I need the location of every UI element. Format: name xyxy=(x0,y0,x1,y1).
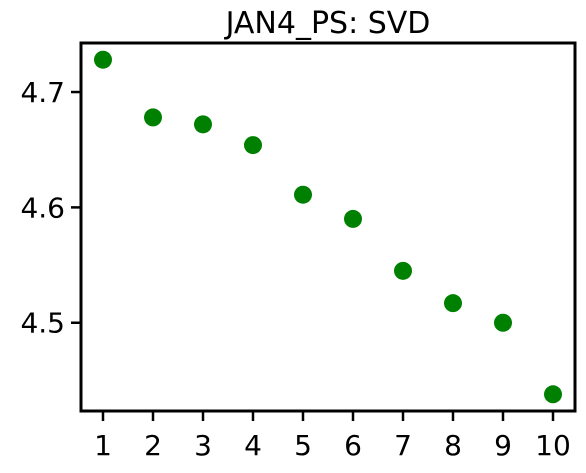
x-tick-label: 8 xyxy=(444,429,462,462)
x-tick-label: 2 xyxy=(144,429,162,462)
x-tick-label: 3 xyxy=(194,429,212,462)
data-point xyxy=(94,50,112,69)
x-tick-label: 9 xyxy=(494,429,512,462)
data-point xyxy=(544,385,562,404)
x-tick-label: 4 xyxy=(244,429,262,462)
chart-title: JAN4_PS: SVD xyxy=(224,6,431,41)
y-tick-label: 4.6 xyxy=(20,191,65,224)
y-tick-label: 4.7 xyxy=(20,76,65,109)
data-point xyxy=(344,209,362,228)
data-point xyxy=(194,115,212,134)
data-point xyxy=(494,313,512,332)
y-tick-label: 4.5 xyxy=(20,307,65,340)
data-point xyxy=(394,261,412,280)
plot-frame xyxy=(79,41,577,413)
x-tick-label: 6 xyxy=(344,429,362,462)
x-tick-label: 5 xyxy=(294,429,312,462)
data-point xyxy=(294,185,312,204)
data-point xyxy=(444,294,462,313)
data-point xyxy=(144,108,162,127)
x-tick-label: 1 xyxy=(94,429,112,462)
x-tick-label: 7 xyxy=(394,429,412,462)
x-tick-label: 10 xyxy=(535,429,571,462)
plot-area: 1 2 3 4 5 6 7 8 9 10 4.5 4.6 4.7 xyxy=(20,41,577,462)
data-point xyxy=(244,136,262,155)
